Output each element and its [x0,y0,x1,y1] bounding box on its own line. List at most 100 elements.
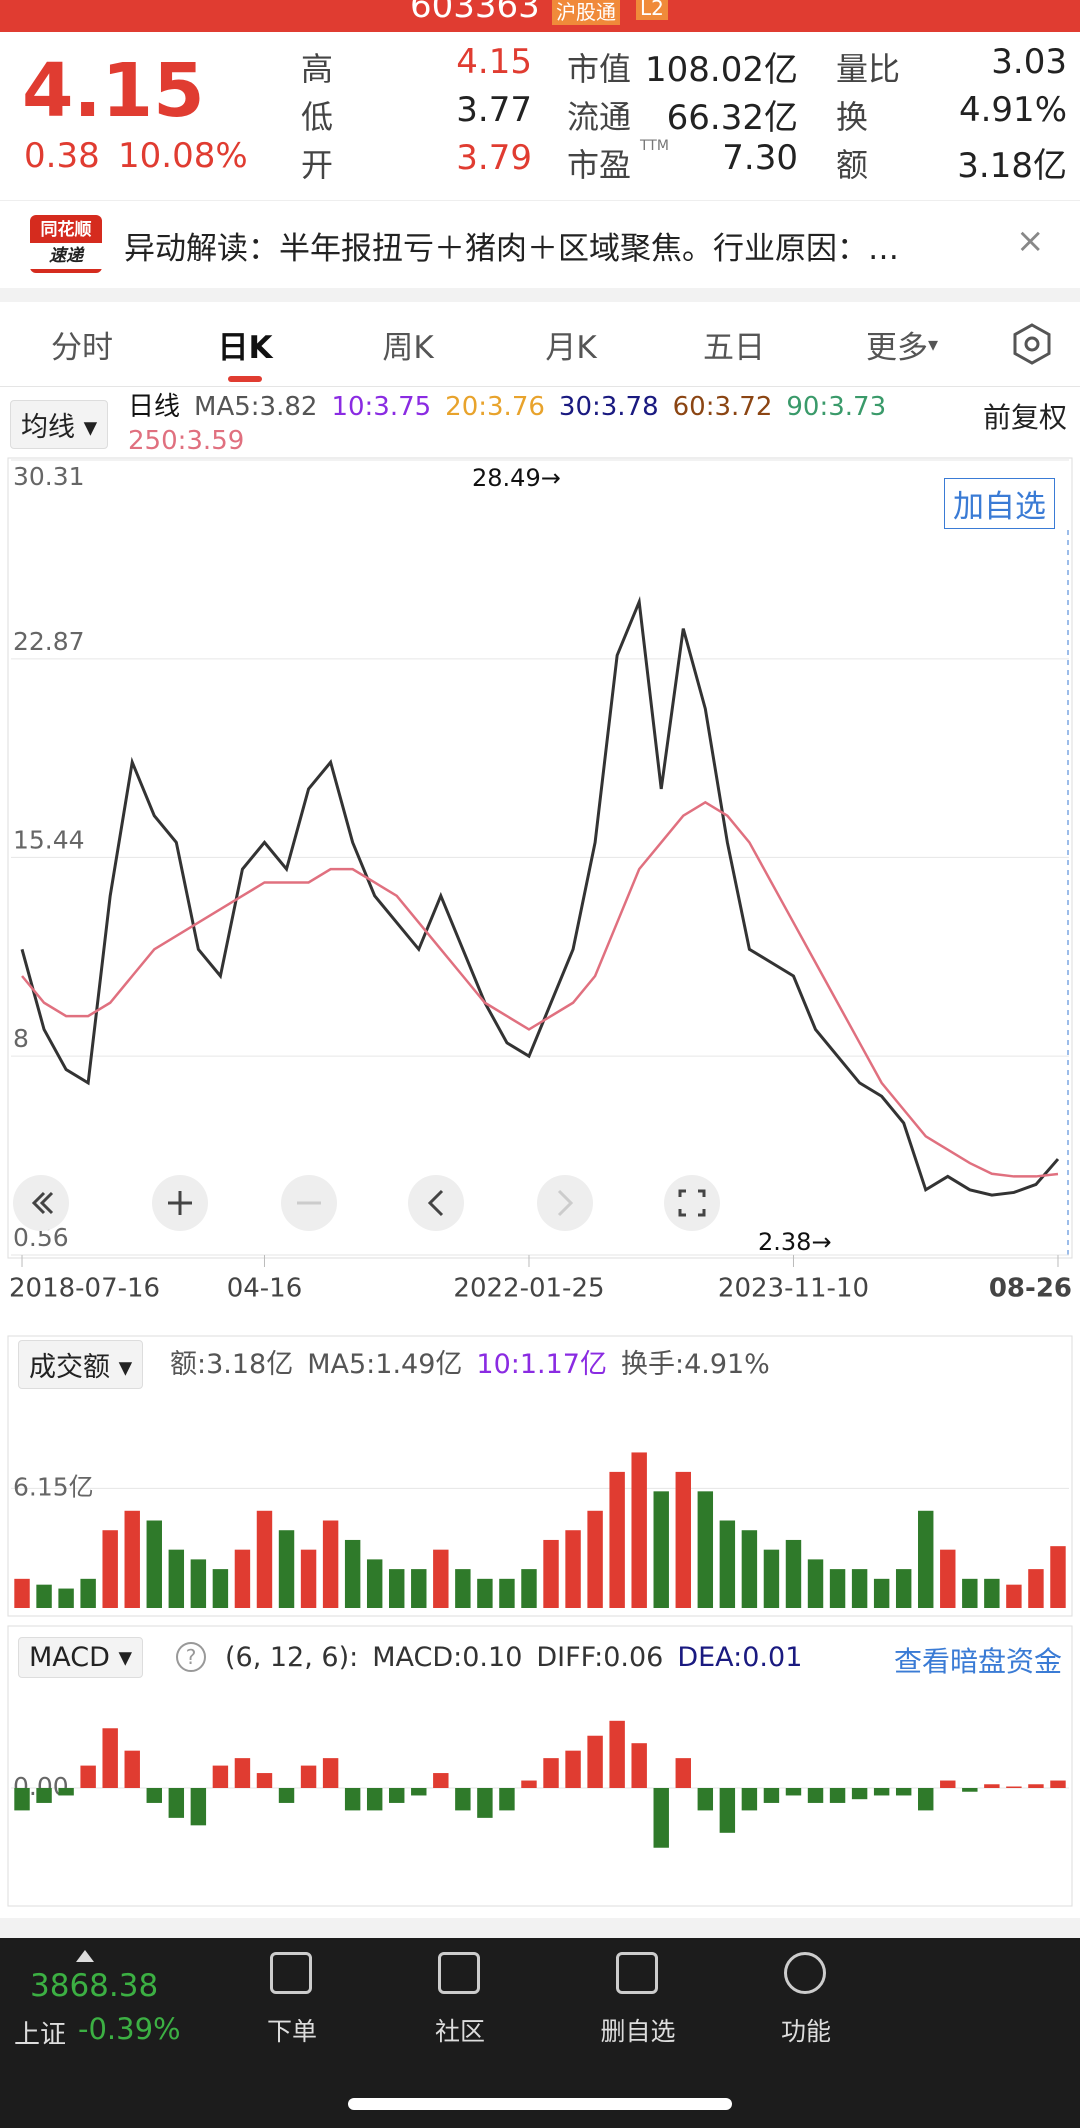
bar [146,1788,162,1803]
legend-item: 额:3.18亿 [170,1349,294,1380]
help-icon[interactable]: ? [176,1642,206,1672]
bar [168,1549,185,1608]
x-tick-label: 08-26 [989,1274,1072,1304]
y-tick-label: 30.31 [13,462,85,491]
bar [58,1588,74,1608]
legend-item: 20:3.76 [445,392,545,422]
nav-label[interactable]: 功能 [780,2017,831,2046]
bar [873,1578,890,1608]
index-change: -0.39% [78,2012,181,2046]
btn-next[interactable] [537,1175,593,1231]
bar [389,1569,405,1608]
price-line [21,800,1059,1178]
bar [455,1788,471,1811]
expand-icon[interactable] [76,1950,94,1962]
selector-text: 均线 [21,412,75,443]
panel-border [7,1335,1073,1617]
vol-selector[interactable]: 成交额 ▾ [18,1340,144,1389]
bar [168,1788,185,1818]
settings-icon[interactable] [1010,322,1054,366]
ttm: TTM [640,138,669,154]
btn-full[interactable] [664,1175,720,1231]
tab[interactable]: 五日 [703,330,765,366]
ma-legend: 日线 MA5:3.82 10:3.75 20:3.76 30:3.78 60:3.72 90… [128,390,968,458]
bar [697,1788,714,1811]
nav-icon[interactable] [784,1952,826,1994]
bar [895,1788,912,1796]
bar [146,1520,162,1608]
bar [477,1578,493,1608]
legend-item: DIFF:0.06 [536,1642,664,1673]
legend-item: (6, 12, 6): [225,1642,359,1673]
legend-item: 10:3.75 [331,392,432,422]
price: 4.15 [22,48,205,134]
annotation: 28.49→ [472,464,561,492]
bar [741,1788,758,1811]
btn-prev[interactable] [408,1175,464,1231]
bar [80,1765,96,1788]
bar [1006,1584,1022,1608]
tab-indicator [228,376,262,382]
legend-item: MA5:3.82 [194,392,318,422]
bar [433,1549,449,1608]
nav-icon[interactable] [270,1952,312,1994]
bar [807,1788,824,1803]
divider [0,386,1080,387]
nav-icon[interactable] [616,1952,658,1994]
stat-label: 高 [301,50,334,88]
nav-label[interactable]: 删自选 [600,2017,676,2046]
nav-icon[interactable] [438,1952,480,1994]
add-watch[interactable]: 加自选 [944,478,1055,529]
tab[interactable]: 月K [545,330,597,366]
news-bar[interactable]: 同花顺 速递 异动解读：半年报扭亏＋猪肉＋区域聚焦。行业原因：… × [0,200,1080,288]
stat-label: 量比 [836,50,901,88]
bar [124,1750,140,1788]
bar [36,1788,52,1803]
stat-value: 108.02亿 [645,50,798,90]
ma-selector[interactable]: 均线 ▾ [10,400,109,449]
controls [13,1175,720,1231]
close-icon[interactable]: × [1016,221,1045,261]
nav-label[interactable]: 下单 [266,2017,317,2046]
bar [300,1549,317,1608]
annotation: 2.38→ [758,1228,832,1256]
bar [433,1773,449,1788]
bar [411,1788,427,1796]
bar [984,1578,1000,1608]
bar [1028,1569,1044,1608]
logo-text: 速递 [30,243,102,269]
bar [851,1788,868,1800]
tab[interactable]: 更多 [866,330,928,366]
badge: L2 [636,0,668,20]
bar [609,1720,625,1788]
macd-selector[interactable]: MACD ▾ [18,1637,144,1678]
bar [719,1788,736,1833]
legend-item: MA5:1.49亿 [307,1349,463,1380]
tab[interactable]: 分时 [51,330,113,366]
bar [873,1788,890,1796]
bar [763,1788,780,1803]
bar [785,1539,802,1608]
adjust[interactable]: 前复权 [983,401,1068,434]
bar [278,1530,295,1608]
stat-label: 开 [301,146,334,184]
bar [14,1788,30,1811]
legend-item: MACD:0.10 [372,1642,523,1673]
bar [675,1471,691,1608]
tab[interactable]: 日K [217,330,273,366]
nav-label[interactable]: 社区 [434,2017,485,2046]
bar [212,1569,229,1608]
bar [807,1559,824,1608]
tab[interactable]: 周K [382,330,434,366]
dark-pool-link[interactable]: 查看暗盘资金 [894,1645,1063,1678]
change: 0.38 [24,136,100,176]
status-bar: 603363 沪股通 L2 [0,0,1080,32]
bar [543,1758,559,1788]
bar [895,1569,912,1608]
bar [962,1788,978,1792]
bar [234,1549,251,1608]
stat-value: 3.18亿 [957,146,1067,186]
stat-value: 4.15 [456,42,532,82]
stat-label: 市值 [567,50,632,88]
bar [256,1773,273,1788]
